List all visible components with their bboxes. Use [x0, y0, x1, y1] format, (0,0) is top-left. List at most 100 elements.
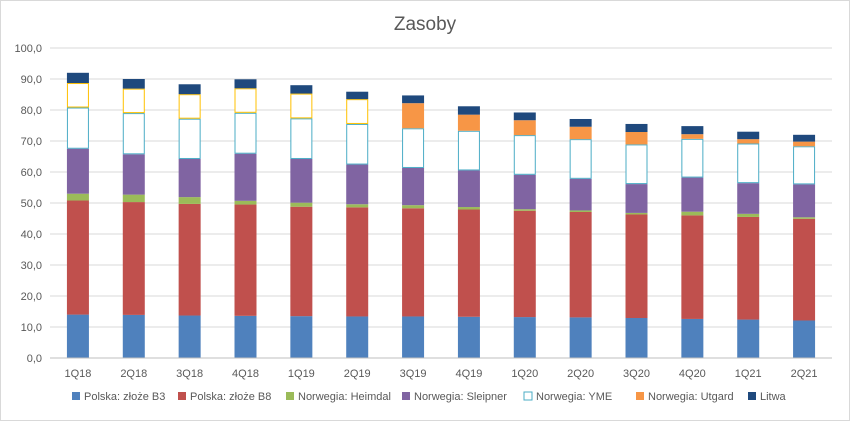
- legend-swatch-norwegia-utgard: [636, 392, 644, 400]
- bar-segment-polska-zloze-b3: [178, 315, 201, 358]
- x-tick-label: 2Q18: [120, 368, 147, 380]
- bar-segment-polska-zloze-b8: [737, 216, 760, 320]
- bar-segment-norwegia-heimdal: [402, 205, 425, 209]
- bar-segment-norwegia-sleipner: [178, 158, 201, 198]
- bar-segment-litwa: [234, 79, 257, 89]
- bar-segment-polska-zloze-b3: [66, 314, 89, 358]
- bar-segment-polska-zloze-b3: [122, 314, 145, 358]
- legend-swatch-norwegia-heimdal: [286, 392, 294, 400]
- bar-segment-polska-zloze-b3: [402, 316, 425, 358]
- bar-segment-norwegia-utgard-2018-2019: [66, 83, 89, 108]
- legend-label-polska-zloze-b3: Polska: złoże B3: [84, 391, 165, 403]
- bar-segment-norwegia-yme: [569, 139, 592, 179]
- bar-segment-norwegia-utgard-2018-2019: [234, 88, 257, 113]
- bar-segment-norwegia-yme-2018-2019: [178, 118, 201, 159]
- legend-swatch-norwegia-sleipner: [402, 392, 410, 400]
- bar-segment-norwegia-heimdal: [346, 204, 369, 208]
- bar-segment-norwegia-sleipner: [569, 178, 592, 211]
- bar-segment-polska-zloze-b8: [625, 214, 648, 319]
- x-tick-label: 2Q19: [344, 368, 371, 380]
- bar-segment-polska-zloze-b3: [793, 320, 816, 358]
- bar-segment-norwegia-sleipner: [513, 174, 536, 210]
- bar-segment-norwegia-heimdal: [513, 209, 536, 211]
- bar-segment-norwegia-utgard: [625, 132, 648, 145]
- x-tick-label: 3Q18: [176, 368, 203, 380]
- bar-segment-norwegia-heimdal: [122, 194, 145, 203]
- bar-segment-polska-zloze-b3: [457, 316, 480, 358]
- bar-segment-norwegia-utgard: [737, 139, 760, 144]
- bar-segment-norwegia-heimdal: [625, 212, 648, 215]
- bar-segment-norwegia-utgard: [793, 141, 816, 147]
- bar-segment-litwa: [290, 85, 313, 94]
- bar-segment-norwegia-utgard: [569, 126, 592, 140]
- bar-segment-litwa: [569, 118, 592, 127]
- y-tick-label: 20,0: [21, 291, 42, 303]
- y-tick-label: 80,0: [21, 105, 42, 117]
- bar-segment-polska-zloze-b8: [122, 202, 145, 315]
- legend-label-norwegia-sleipner: Norwegia: Sleipner: [414, 391, 507, 403]
- bar-segment-norwegia-sleipner: [681, 177, 704, 212]
- bar-segment-norwegia-utgard-2018-2019: [290, 93, 313, 119]
- bar-segment-polska-zloze-b3: [234, 315, 257, 358]
- bar-segment-norwegia-yme-2018-2019: [346, 123, 369, 165]
- bar-segment-litwa: [625, 123, 648, 133]
- bar-segment-polska-zloze-b8: [681, 215, 704, 319]
- bar-segment-norwegia-heimdal: [234, 200, 257, 205]
- bar-segment-norwegia-sleipner: [122, 154, 145, 195]
- bar-segment-litwa: [402, 95, 425, 104]
- bar-segment-polska-zloze-b8: [290, 206, 313, 317]
- y-tick-label: 100,0: [14, 43, 42, 55]
- bar-segment-norwegia-utgard-2018-2019: [346, 99, 369, 124]
- bar-segment-norwegia-utgard: [681, 134, 704, 139]
- bar-segment-norwegia-heimdal: [178, 197, 201, 204]
- bar-segment-polska-zloze-b3: [737, 319, 760, 358]
- bar-segment-norwegia-yme: [625, 144, 648, 185]
- y-tick-label: 50,0: [21, 198, 42, 210]
- bar-segment-norwegia-heimdal: [737, 213, 760, 217]
- y-tick-label: 60,0: [21, 167, 42, 179]
- bar-segment-polska-zloze-b8: [402, 208, 425, 317]
- bar-segment-norwegia-utgard-2018-2019: [122, 88, 145, 114]
- bar-segment-litwa: [346, 91, 369, 100]
- bar-segment-norwegia-utgard: [513, 120, 536, 136]
- bar-segment-norwegia-yme: [737, 143, 760, 184]
- legend-label-norwegia-utgard: Norwegia: Utgard: [648, 391, 734, 403]
- bar-segment-polska-zloze-b3: [513, 317, 536, 358]
- x-tick-label: 1Q20: [511, 368, 538, 380]
- x-tick-label: 2Q21: [791, 368, 818, 380]
- bar-segment-norwegia-yme-2018-2019: [66, 107, 89, 149]
- x-tick-label: 3Q20: [623, 368, 650, 380]
- bar-segment-norwegia-heimdal: [290, 202, 313, 207]
- legend-label-polska-zloze-b8: Polska: złoże B8: [190, 391, 271, 403]
- y-tick-label: 70,0: [21, 136, 42, 148]
- y-tick-label: 90,0: [21, 74, 42, 86]
- bar-segment-norwegia-utgard: [402, 103, 425, 129]
- bar-segment-norwegia-heimdal: [793, 217, 816, 219]
- bar-segment-norwegia-yme: [457, 130, 480, 171]
- bar-segment-litwa: [793, 134, 816, 142]
- bar-segment-litwa: [681, 126, 704, 135]
- bar-segment-polska-zloze-b3: [681, 318, 704, 358]
- legend-swatch-polska-zloze-b3: [72, 392, 80, 400]
- bar-segment-polska-zloze-b8: [457, 209, 480, 317]
- x-tick-label: 2Q20: [567, 368, 594, 380]
- bar-segment-litwa: [122, 79, 145, 89]
- bar-segment-polska-zloze-b8: [513, 210, 536, 318]
- bar-segment-litwa: [457, 106, 480, 115]
- y-tick-label: 30,0: [21, 260, 42, 272]
- legend-swatch-norwegia-yme: [523, 391, 533, 401]
- bar-segment-polska-zloze-b8: [569, 211, 592, 318]
- bar-segment-litwa: [513, 112, 536, 121]
- bar-segment-norwegia-yme: [681, 138, 704, 178]
- bar-segment-norwegia-yme-2018-2019: [234, 112, 257, 154]
- bar-segment-norwegia-yme-2018-2019: [290, 118, 313, 159]
- bar-segment-norwegia-yme: [402, 128, 425, 168]
- x-tick-label: 1Q18: [64, 368, 91, 380]
- chart-title: Zasoby: [394, 14, 457, 35]
- bar-segment-polska-zloze-b3: [290, 316, 313, 358]
- bar-segment-norwegia-sleipner: [402, 167, 425, 206]
- x-tick-label: 4Q19: [455, 368, 482, 380]
- legend-label-litwa: Litwa: [760, 391, 787, 403]
- legend-swatch-polska-zloze-b8: [178, 392, 186, 400]
